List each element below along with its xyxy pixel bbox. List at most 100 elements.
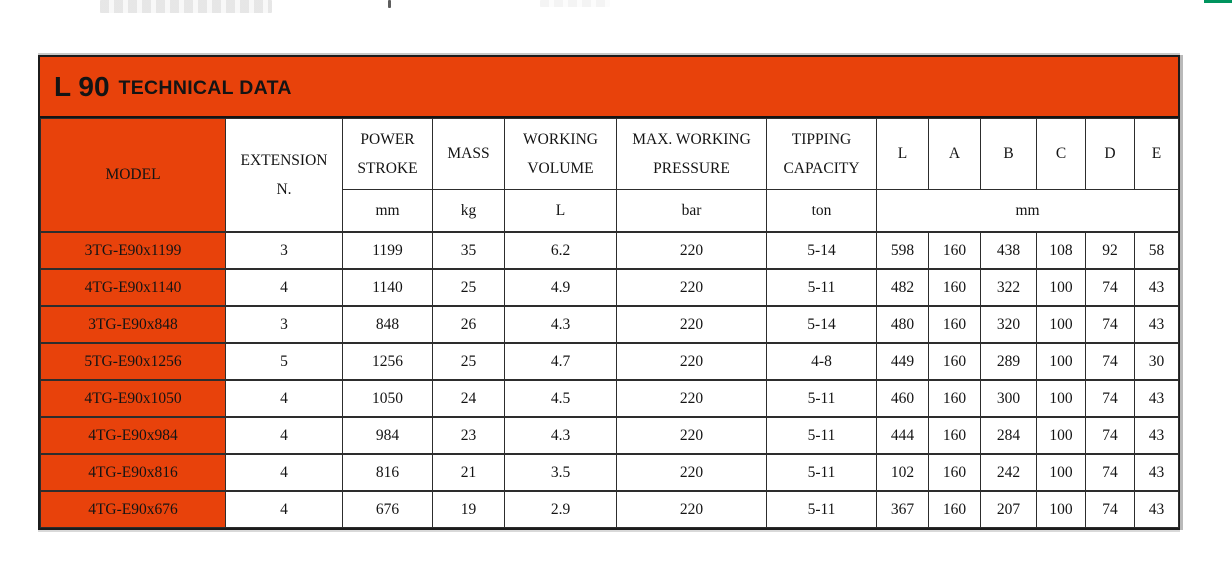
cell-power_stroke: 1256 <box>342 342 433 381</box>
cell-pressure: 220 <box>616 305 767 344</box>
cell-d: 74 <box>1085 342 1135 381</box>
cell-pressure: 220 <box>616 453 767 492</box>
column-header-tipping-capacity-line2: CAPACITY <box>783 160 860 177</box>
cell-c: 100 <box>1036 305 1086 344</box>
cell-tipping: 5-11 <box>766 490 877 528</box>
cell-b: 242 <box>980 453 1037 492</box>
column-header-power-stroke-line1: POWER <box>360 130 415 148</box>
column-header-max-working-pressure-line1: MAX. WORKING <box>632 130 751 148</box>
header-row-units: mm kg L bar ton mm <box>41 189 1179 233</box>
cell-c: 100 <box>1036 490 1086 528</box>
cell-model: 4TG-E90x984 <box>40 416 226 455</box>
column-header-working-volume-line1: WORKING <box>523 130 598 148</box>
cell-l: 480 <box>876 305 929 344</box>
cell-working_volume: 3.5 <box>504 453 617 492</box>
cell-a: 160 <box>928 379 981 418</box>
cell-c: 100 <box>1036 268 1086 307</box>
cell-a: 160 <box>928 490 981 528</box>
cell-b: 322 <box>980 268 1037 307</box>
cell-e: 58 <box>1134 231 1179 270</box>
cell-pressure: 220 <box>616 490 767 528</box>
column-header-extension-line1: EXTENSION <box>240 151 328 169</box>
cell-tipping: 5-14 <box>766 231 877 270</box>
cell-e: 43 <box>1134 268 1179 307</box>
cell-power_stroke: 1140 <box>342 268 433 307</box>
cell-working_volume: 6.2 <box>504 231 617 270</box>
cell-power_stroke: 816 <box>342 453 433 492</box>
column-header-max-working-pressure-line2: PRESSURE <box>653 160 730 177</box>
cell-l: 102 <box>876 453 929 492</box>
cell-a: 160 <box>928 231 981 270</box>
cell-l: 367 <box>876 490 929 528</box>
cell-c: 100 <box>1036 416 1086 455</box>
cell-extension: 4 <box>225 379 343 418</box>
cell-e: 30 <box>1134 342 1179 381</box>
cell-c: 100 <box>1036 379 1086 418</box>
table-row: 4TG-E90x1140 4 1140 25 4.9 220 5-11 482 160 322 10… <box>40 268 1179 307</box>
unit-power-stroke: mm <box>342 189 433 233</box>
cell-d: 74 <box>1085 268 1135 307</box>
table-row: 4TG-E90x1050 4 1050 24 4.5 220 5-11 460 160 300 10… <box>40 379 1179 418</box>
cell-pressure: 220 <box>616 416 767 455</box>
table-row: 4TG-E90x676 4 676 19 2.9 220 5-11 367 160 207 100 7… <box>40 490 1179 528</box>
cropped-text-remnant <box>100 0 272 13</box>
cell-working_volume: 4.3 <box>504 305 617 344</box>
cell-mass: 25 <box>432 268 505 307</box>
cell-model: 4TG-E90x816 <box>40 453 226 492</box>
column-header-dim-l: L <box>876 118 929 190</box>
column-header-dim-c: C <box>1036 118 1086 190</box>
cell-extension: 4 <box>225 268 343 307</box>
column-header-extension: EXTENSION N. <box>225 118 343 233</box>
cell-e: 43 <box>1134 490 1179 528</box>
cell-b: 289 <box>980 342 1037 381</box>
cell-working_volume: 4.9 <box>504 268 617 307</box>
cell-mass: 23 <box>432 416 505 455</box>
cell-tipping: 4-8 <box>766 342 877 381</box>
column-header-dim-d: D <box>1085 118 1135 190</box>
table-row: 4TG-E90x984 4 984 23 4.3 220 5-11 444 160 284 100 7… <box>40 416 1179 455</box>
cell-mass: 19 <box>432 490 505 528</box>
cell-d: 92 <box>1085 231 1135 270</box>
column-header-power-stroke: POWER STROKE <box>342 118 433 190</box>
cell-c: 108 <box>1036 231 1086 270</box>
column-header-mass: MASS <box>432 118 505 190</box>
table-row: 5TG-E90x1256 5 1256 25 4.7 220 4-8 449 160 289 100… <box>40 342 1179 381</box>
column-header-model: MODEL <box>40 118 226 233</box>
cell-e: 43 <box>1134 416 1179 455</box>
cell-pressure: 220 <box>616 379 767 418</box>
cell-l: 449 <box>876 342 929 381</box>
column-header-max-working-pressure: MAX. WORKING PRESSURE <box>616 118 767 190</box>
cell-extension: 4 <box>225 490 343 528</box>
cell-power_stroke: 984 <box>342 416 433 455</box>
cell-a: 160 <box>928 268 981 307</box>
table-body: 3TG-E90x1199 3 1199 35 6.2 220 5-14 598 160 438 10… <box>40 231 1179 528</box>
technical-data-sheet: L 90 TECHNICAL DATA MODEL EXTENSION N. P… <box>38 55 1180 530</box>
cell-a: 160 <box>928 342 981 381</box>
table-row: 3TG-E90x1199 3 1199 35 6.2 220 5-14 598 160 438 10… <box>40 231 1179 270</box>
technical-data-table: MODEL EXTENSION N. POWER STROKE MASS WOR… <box>40 118 1179 528</box>
column-header-working-volume: WORKING VOLUME <box>504 118 617 190</box>
cell-extension: 4 <box>225 416 343 455</box>
cell-b: 438 <box>980 231 1037 270</box>
cell-b: 284 <box>980 416 1037 455</box>
cell-l: 460 <box>876 379 929 418</box>
cell-power_stroke: 848 <box>342 305 433 344</box>
cell-extension: 4 <box>225 453 343 492</box>
column-header-power-stroke-line2: STROKE <box>357 160 418 177</box>
cell-working_volume: 4.7 <box>504 342 617 381</box>
cell-b: 300 <box>980 379 1037 418</box>
cell-extension: 3 <box>225 305 343 344</box>
cell-b: 207 <box>980 490 1037 528</box>
cell-c: 100 <box>1036 342 1086 381</box>
header-row-labels: MODEL EXTENSION N. POWER STROKE MASS WOR… <box>40 118 1179 233</box>
cell-e: 43 <box>1134 453 1179 492</box>
cell-d: 74 <box>1085 379 1135 418</box>
table-row: 4TG-E90x816 4 816 21 3.5 220 5-11 102 160 242 100 7… <box>40 453 1179 492</box>
column-header-tipping-capacity: TIPPING CAPACITY <box>766 118 877 190</box>
column-header-dim-a: A <box>928 118 981 190</box>
unit-dimensions: mm <box>876 189 1179 233</box>
table-row: 3TG-E90x848 3 848 26 4.3 220 5-14 480 160 320 100 7… <box>40 305 1179 344</box>
section-title-banner: L 90 TECHNICAL DATA <box>40 57 1178 118</box>
cell-model: 3TG-E90x1199 <box>40 231 226 270</box>
column-header-tipping-capacity-line1: TIPPING <box>791 130 852 148</box>
